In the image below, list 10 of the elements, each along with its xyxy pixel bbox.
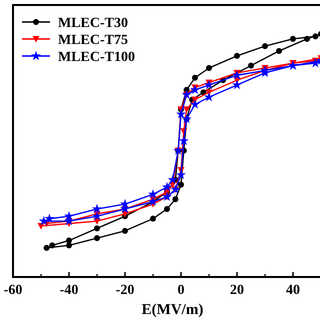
x-tick-label: -40 <box>60 283 78 298</box>
x-axis-title: E(MV/m) <box>142 302 204 318</box>
x-tick-label: 0 <box>178 283 184 298</box>
x-tick-label: -20 <box>116 283 134 298</box>
legend-label: MLEC-T75 <box>58 33 128 48</box>
x-tick-label: 20 <box>230 283 244 298</box>
x-tick-label: -60 <box>4 283 22 298</box>
legend-label: MLEC-T100 <box>58 50 135 65</box>
x-tick-label: 40 <box>286 283 300 298</box>
legend-label: MLEC-T30 <box>58 16 128 31</box>
